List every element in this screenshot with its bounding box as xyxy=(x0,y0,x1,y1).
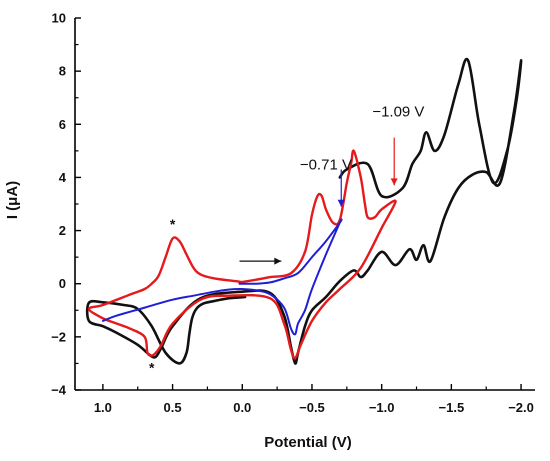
arrow-head xyxy=(337,199,345,207)
x-axis-title: Potential (V) xyxy=(264,434,352,451)
potential-annotation-1: −0.71 V xyxy=(300,156,352,173)
x-tick-label: 1.0 xyxy=(94,400,112,415)
series-line-1 xyxy=(85,57,523,365)
peak-marker-3: * xyxy=(170,216,176,232)
y-tick-label: 0 xyxy=(59,276,66,291)
arrow-head xyxy=(274,257,282,265)
y-tick-label: 8 xyxy=(59,64,66,79)
arrow-head xyxy=(390,178,398,186)
y-tick-label: 10 xyxy=(52,11,66,26)
x-tick-label: 0.5 xyxy=(164,400,182,415)
x-tick-label: 0.0 xyxy=(233,400,251,415)
series-line-3 xyxy=(101,218,343,336)
y-axis-title: I (μA) xyxy=(4,181,21,219)
x-tick-label: −2.0 xyxy=(508,400,534,415)
x-tick-label: −1.5 xyxy=(439,400,465,415)
y-tick-label: −4 xyxy=(51,383,67,398)
x-tick-label: −0.5 xyxy=(299,400,325,415)
peak-marker-4: * xyxy=(149,360,155,376)
plot-area: −4 −2 0 2 4 6 8 10 1.0 0.5 0.0 −0.5 −1.0 −1.5 −2.0 −0.7… xyxy=(51,11,535,415)
y-tick-label: −2 xyxy=(51,329,66,344)
y-tick-label: 2 xyxy=(59,223,66,238)
potential-annotation-2: −1.09 V xyxy=(372,103,424,120)
series-line-2 xyxy=(87,149,397,360)
x-tick-label: −1.0 xyxy=(369,400,395,415)
y-tick-label: 6 xyxy=(59,117,66,132)
y-tick-label: 4 xyxy=(59,170,67,185)
